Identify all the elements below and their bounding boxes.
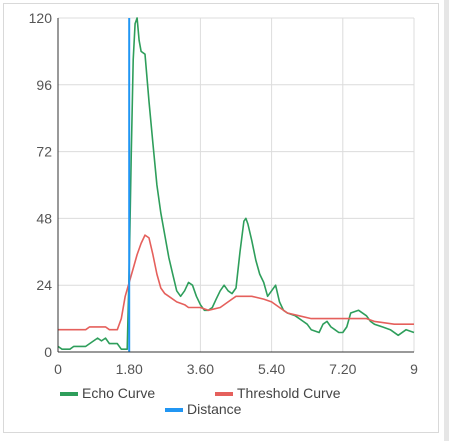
- echo-curve-line: [57, 17, 415, 350]
- x-tick-label: 9: [410, 361, 418, 377]
- legend-swatch-distance: [165, 408, 183, 412]
- x-tick-label: 0: [54, 361, 62, 377]
- legend-label-distance: Distance: [187, 401, 242, 417]
- x-tick-label: 7.20: [329, 361, 356, 377]
- scrollbar[interactable]: [444, 0, 449, 441]
- y-tick-label: 120: [29, 10, 53, 26]
- x-tick-label: 3.60: [187, 361, 214, 377]
- y-tick-label: 96: [36, 77, 52, 93]
- legend-swatch-threshold-curve: [215, 392, 233, 396]
- y-tick-label: 0: [44, 344, 52, 360]
- y-axis-ticks: 0 24 48 72 96 120: [29, 10, 53, 360]
- legend-label-echo-curve: Echo Curve: [82, 385, 155, 401]
- threshold-curve-line: [58, 234, 414, 331]
- legend-label-threshold-curve: Threshold Curve: [237, 385, 341, 401]
- x-tick-label: 1.80: [116, 361, 143, 377]
- axes: [57, 18, 414, 353]
- y-tick-label: 24: [36, 277, 52, 293]
- y-tick-label: 48: [36, 210, 52, 226]
- x-tick-label: 5.40: [258, 361, 285, 377]
- legend-swatch-echo-curve: [60, 392, 78, 396]
- x-axis-ticks: 0 1.80 3.60 5.40 7.20 9: [54, 361, 418, 377]
- grid-lines: [58, 17, 415, 352]
- series-lines: [57, 17, 415, 352]
- y-tick-label: 72: [36, 144, 52, 160]
